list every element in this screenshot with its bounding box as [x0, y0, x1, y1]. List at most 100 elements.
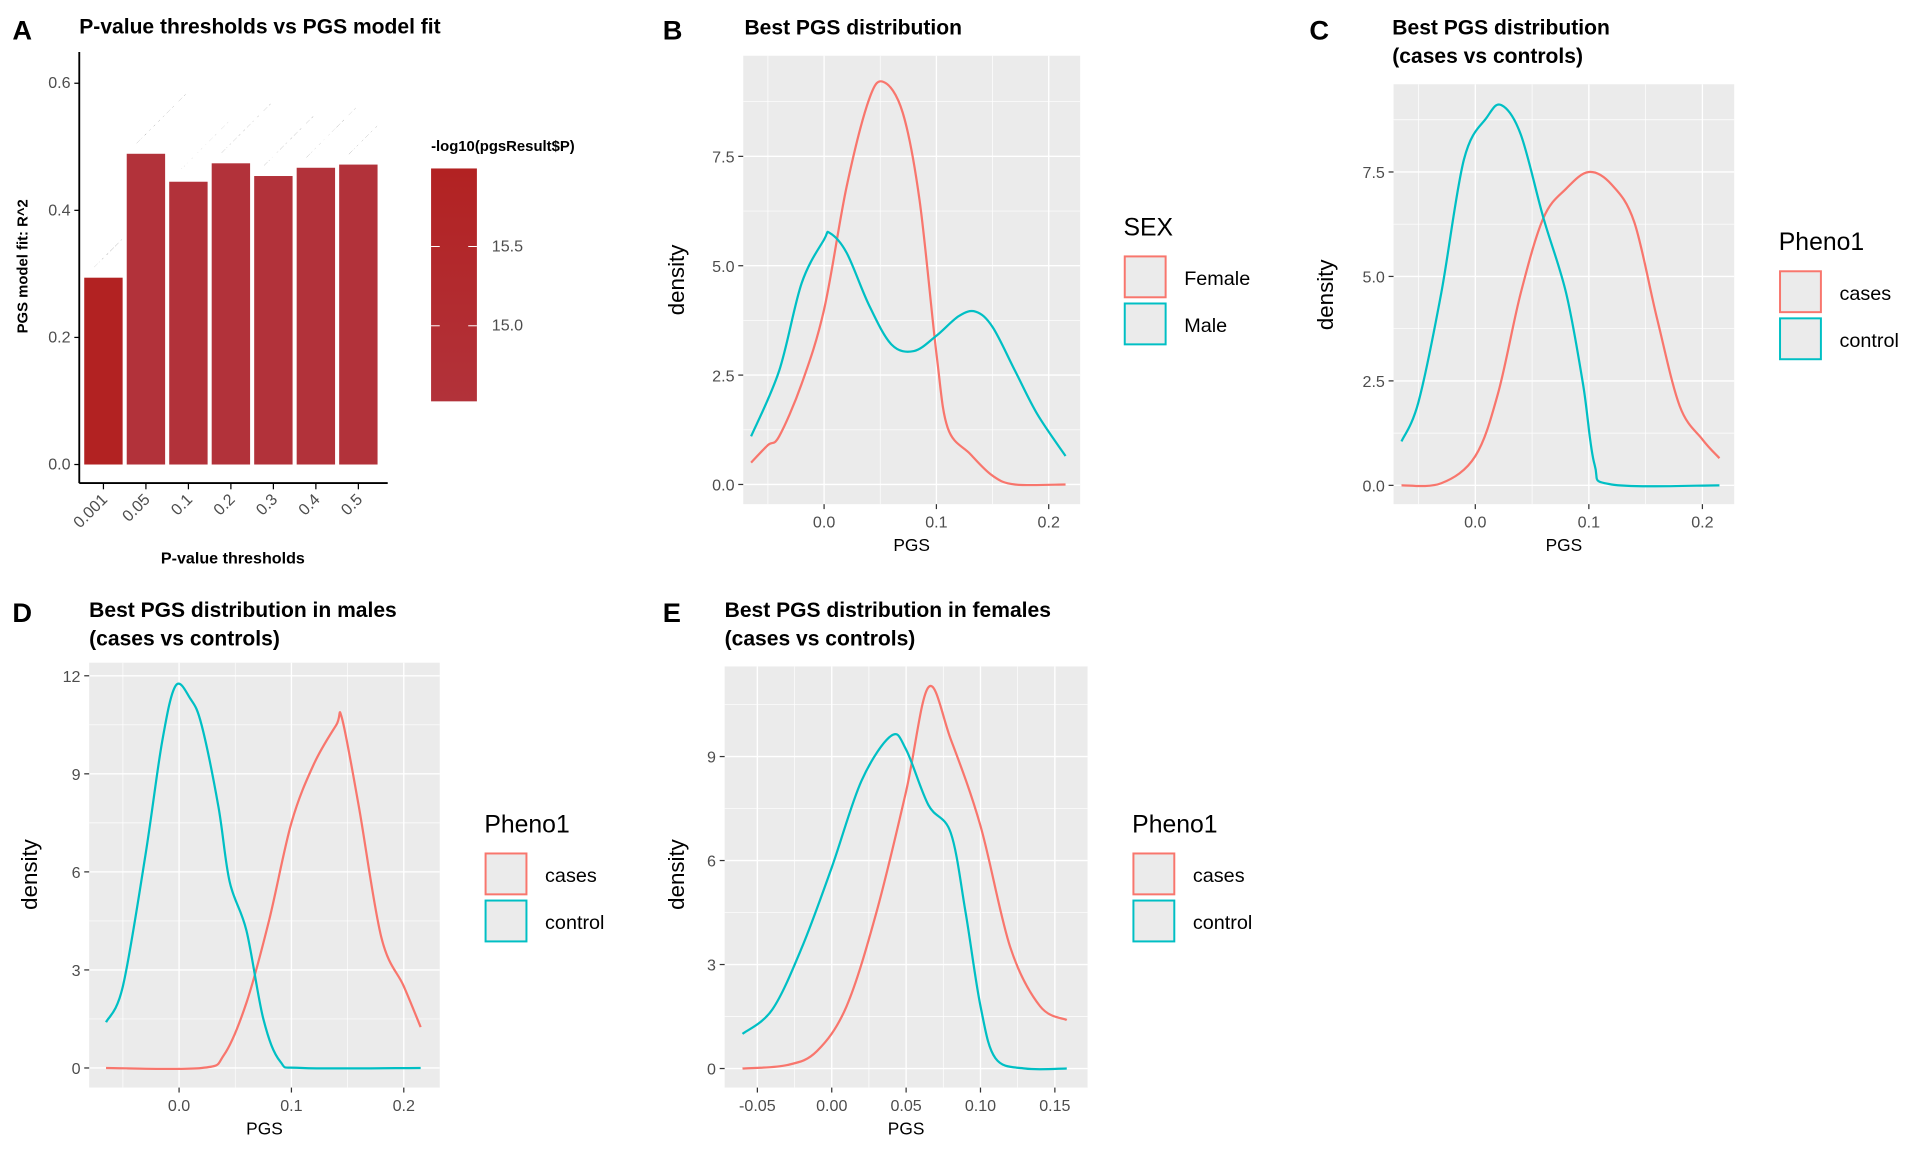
density-line-female: [750, 80, 1066, 487]
y-tick-label: 0.0: [1363, 478, 1385, 496]
bar-0.1: [169, 181, 208, 465]
x-axis-label: PGS: [893, 535, 930, 555]
colorbar: [431, 168, 477, 402]
legend-key: [483, 898, 529, 944]
panel-title: (cases vs controls): [725, 627, 916, 650]
plot-background: [89, 662, 440, 1088]
panel-letter-a: A: [12, 15, 32, 46]
panel-a-title: P-value thresholds vs PGS model fit: [79, 15, 440, 38]
bar-0.5: [339, 164, 378, 465]
legend-key: [1131, 851, 1177, 897]
legend-title: SEX: [1124, 214, 1174, 241]
legend-key: [1778, 269, 1823, 315]
x-tick-label: 0.3: [253, 491, 282, 520]
x-tick-label: 0.0: [813, 514, 835, 532]
density-line-cases: [106, 711, 422, 1071]
x-tick-label: 0.2: [1038, 514, 1060, 532]
x-tick-label: 0.10: [965, 1097, 996, 1115]
x-tick-label: 0.001: [70, 491, 111, 532]
legend-label: control: [1193, 912, 1252, 934]
bar-data-label: 1.618819e-15: [214, 95, 275, 156]
legend-title: Pheno1: [1779, 229, 1864, 256]
legend-key-outline: [1132, 852, 1176, 896]
y-tick-label: 0.0: [48, 455, 70, 473]
panel-title: Best PGS distribution in males: [89, 599, 397, 622]
y-tick-label: 3: [707, 957, 716, 975]
panel-a-bar-chart: 0.0 0.2 0.4 0.6 0.001 1.05216 0.05 1.665891e-15…: [48, 52, 523, 532]
legend-key-outline: [1123, 302, 1167, 346]
panel-a-ylabel: PGS model fit: R^2: [15, 199, 31, 333]
y-tick-label: 2.5: [1363, 373, 1385, 391]
y-tick-label: 0.6: [48, 74, 70, 92]
bar-0.3: [254, 176, 293, 465]
density-panels: 0.0 0.1 0.2 0.0 2.5 5.0 7.5 Best PGS distributi…: [17, 17, 1899, 1139]
y-axis-label: density: [17, 838, 42, 909]
bar-data-label: 2.087022e-15: [299, 99, 360, 160]
y-tick-label: 7.5: [1363, 164, 1385, 182]
legend-key-outline: [1779, 317, 1822, 361]
x-tick-label: 0.0: [1464, 514, 1486, 532]
panel-a-xlabel: P-value thresholds: [161, 550, 305, 568]
x-tick-label: 0.0: [168, 1097, 190, 1115]
y-axis-label: density: [1313, 259, 1338, 330]
panel-c: 0.0 0.1 0.2 0.0 2.5 5.0 7.5 Best PGS distributi…: [1313, 17, 1899, 556]
x-tick-label: 0.2: [210, 491, 239, 520]
density-line-cases: [742, 684, 1068, 1070]
legend-key: [1778, 316, 1823, 362]
bar-0.2: [211, 163, 251, 465]
panel-b: 0.0 0.1 0.2 0.0 2.5 5.0 7.5 Best PGS distributi…: [664, 17, 1250, 556]
x-axis-label: PGS: [246, 1119, 283, 1139]
legend-key-outline: [1132, 899, 1176, 943]
y-tick-label: 3: [72, 962, 81, 980]
y-tick-label: 6: [72, 864, 81, 882]
bar-data-label: 1.665891e-15: [129, 85, 190, 146]
density-line-male: [750, 230, 1067, 457]
x-tick-label: 0.05: [890, 1097, 921, 1115]
panel-e: -0.05 0.00 0.05 0.10 0.15 0 3 6 9 Best PGS distri…: [664, 599, 1253, 1139]
legend-label: control: [1839, 330, 1898, 352]
x-tick-label: 0.2: [393, 1097, 415, 1115]
legend-key-outline: [1779, 270, 1822, 314]
colorbar-tick-label: 15.5: [492, 237, 523, 255]
x-tick-label: 0.5: [338, 491, 367, 520]
legend-title: Pheno1: [484, 811, 569, 838]
panel-title: (cases vs controls): [1392, 45, 1583, 68]
y-tick-label: 12: [63, 668, 81, 686]
legend-label: cases: [1193, 865, 1245, 887]
density-line-control: [741, 732, 1067, 1071]
panel-title: Best PGS distribution in females: [725, 599, 1051, 622]
legend-key-outline: [484, 899, 528, 943]
x-tick-label: -0.05: [739, 1097, 776, 1115]
x-tick-label: 0.1: [925, 514, 947, 532]
legend-label: cases: [1839, 283, 1891, 305]
x-tick-label: 0.1: [1578, 514, 1600, 532]
legend-key: [1122, 254, 1168, 300]
panel-letter-c: C: [1309, 15, 1329, 46]
bar-0.001: [84, 277, 123, 465]
x-tick-label: 0.1: [168, 491, 197, 520]
legend-key: [1131, 898, 1177, 944]
panel-title: Best PGS distribution: [744, 17, 962, 40]
x-axis-label: PGS: [888, 1119, 925, 1139]
density-line-cases: [1401, 170, 1721, 488]
bar-data-label: 1.05216: [86, 230, 126, 270]
legend-title: Pheno1: [1132, 811, 1217, 838]
y-tick-label: 0.2: [48, 328, 70, 346]
legend-label: cases: [545, 865, 597, 887]
legend-key-outline: [1123, 255, 1167, 299]
y-tick-label: 5.0: [1363, 269, 1385, 287]
plot-background: [743, 55, 1081, 505]
y-tick-label: 0: [72, 1060, 81, 1078]
panel-d: 0.0 0.1 0.2 0 3 6 9 12 Best PGS distribution in …: [17, 599, 604, 1139]
y-tick-label: 7.5: [712, 149, 734, 167]
x-tick-label: 0.2: [1691, 514, 1713, 532]
density-line-control: [105, 682, 421, 1070]
legend-label: Female: [1184, 268, 1250, 290]
x-tick-label: 0.05: [119, 491, 154, 526]
plot-background: [1393, 84, 1735, 505]
colorbar-tick-label: 15.0: [492, 317, 523, 335]
x-tick-label: 0.15: [1039, 1097, 1070, 1115]
x-axis-label: PGS: [1546, 535, 1583, 555]
panel-title: Best PGS distribution: [1392, 17, 1610, 40]
